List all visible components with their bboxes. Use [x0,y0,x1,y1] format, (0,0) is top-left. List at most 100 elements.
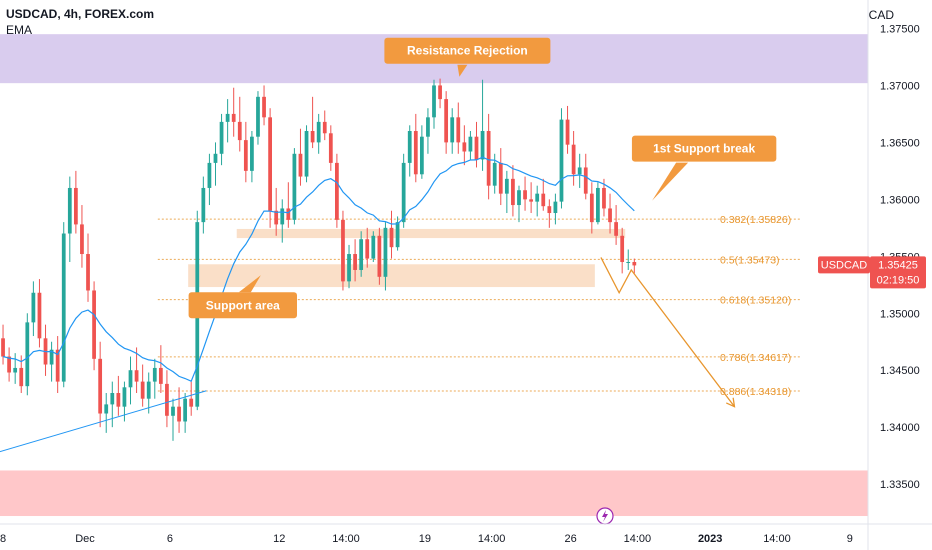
candle-down[interactable] [274,210,279,225]
candle-down[interactable] [328,133,333,163]
candle-down[interactable] [189,398,194,407]
trendline[interactable] [0,390,207,454]
candle-up[interactable] [401,162,406,223]
candle-up[interactable] [304,131,309,177]
candle-down[interactable] [486,131,491,186]
candle-down[interactable] [243,140,248,171]
candle-up[interactable] [225,113,230,122]
candle-down[interactable] [237,121,242,141]
candle-down[interactable] [353,254,357,270]
candle-down[interactable] [511,178,515,206]
candle-down[interactable] [583,167,588,194]
candle-down[interactable] [310,131,315,143]
candle-down[interactable] [444,99,449,143]
candle-down[interactable] [377,235,382,277]
candle-down[interactable] [462,142,467,152]
candle-up[interactable] [432,85,436,118]
candle-up[interactable] [146,381,151,399]
candle-up[interactable] [419,136,424,175]
candle-down[interactable] [86,254,90,291]
candle-up[interactable] [256,96,260,137]
callout-resistance-rejection[interactable]: Resistance Rejection [384,37,551,77]
candle-up[interactable] [450,117,455,143]
candle-up[interactable] [626,262,631,263]
candle-down[interactable] [1,338,5,357]
candle-up[interactable] [61,233,66,382]
candle-down[interactable] [134,370,139,382]
candle-up[interactable] [13,367,18,373]
candle-down[interactable] [140,381,145,399]
candle-down[interactable] [92,290,96,359]
candle-down[interactable] [322,121,327,134]
candle-up[interactable] [535,193,540,202]
candle-down[interactable] [231,113,236,122]
candle-down[interactable] [158,367,163,384]
candle-up[interactable] [426,117,430,137]
indicator-label[interactable]: EMA [6,23,33,37]
drawings-layer[interactable]: Resistance Rejection 1st Support break Sup… [0,37,777,525]
candle-down[interactable] [565,119,570,145]
breakdown-zone[interactable] [236,228,626,239]
candle-up[interactable] [480,131,485,160]
candle-up[interactable] [219,121,224,154]
candle-down[interactable] [608,208,612,223]
candle-up[interactable] [122,387,127,407]
candle-down[interactable] [37,292,42,339]
candle-up[interactable] [104,404,109,414]
candle-up[interactable] [128,370,133,388]
candle-down[interactable] [365,239,370,259]
candle-up[interactable] [280,208,285,225]
price-tag[interactable]: USDCAD 1.35425 02:19:50 [818,256,926,289]
support-zone-low[interactable] [0,470,868,517]
candle-up[interactable] [407,131,412,163]
candle-up[interactable] [183,398,188,422]
candle-down[interactable] [341,219,345,282]
candle-down[interactable] [177,406,181,422]
candle-down[interactable] [602,187,606,209]
candle-down[interactable] [571,144,576,175]
candle-down[interactable] [474,136,479,160]
callout-1st-support-break[interactable]: 1st Support break [631,135,777,201]
candle-down[interactable] [413,131,418,175]
candle-up[interactable] [152,367,157,382]
candle-down[interactable] [55,349,60,382]
candle-down[interactable] [262,96,266,118]
candle-down[interactable] [165,383,169,416]
candle-up[interactable] [110,393,115,405]
candle-up[interactable] [316,121,321,143]
candle-down[interactable] [498,162,503,194]
candle-up[interactable] [468,136,473,152]
candle-up[interactable] [31,292,36,323]
candle-down[interactable] [547,206,552,214]
candle-up[interactable] [492,162,497,186]
candle-down[interactable] [80,224,84,255]
candle-down[interactable] [620,235,625,262]
candle-down[interactable] [268,117,272,211]
candle-down[interactable] [529,199,534,202]
candles[interactable] [1,78,637,441]
candle-up[interactable] [25,322,30,387]
candle-up[interactable] [292,153,297,220]
ema-line[interactable] [2,156,635,383]
candle-down[interactable] [523,190,527,200]
candle-down[interactable] [456,117,461,143]
candle-up[interactable] [207,162,212,188]
candle-up[interactable] [250,136,254,171]
candle-down[interactable] [614,222,618,236]
symbol-title[interactable]: USDCAD, 4h, FOREX.com [6,7,155,21]
candle-down[interactable] [298,153,303,177]
candle-down[interactable] [335,162,339,220]
candle-up[interactable] [383,227,388,277]
callout-support-area[interactable]: Support area [188,275,297,319]
candle-down[interactable] [589,193,594,223]
candle-down[interactable] [116,393,121,407]
candle-down[interactable] [632,262,637,266]
candle-down[interactable] [286,208,291,220]
lightning-icon[interactable] [596,507,614,525]
candle-up[interactable] [201,187,206,223]
candle-down[interactable] [438,85,442,100]
candle-down[interactable] [19,367,24,387]
candle-down[interactable] [7,356,11,373]
candle-up[interactable] [49,349,54,365]
